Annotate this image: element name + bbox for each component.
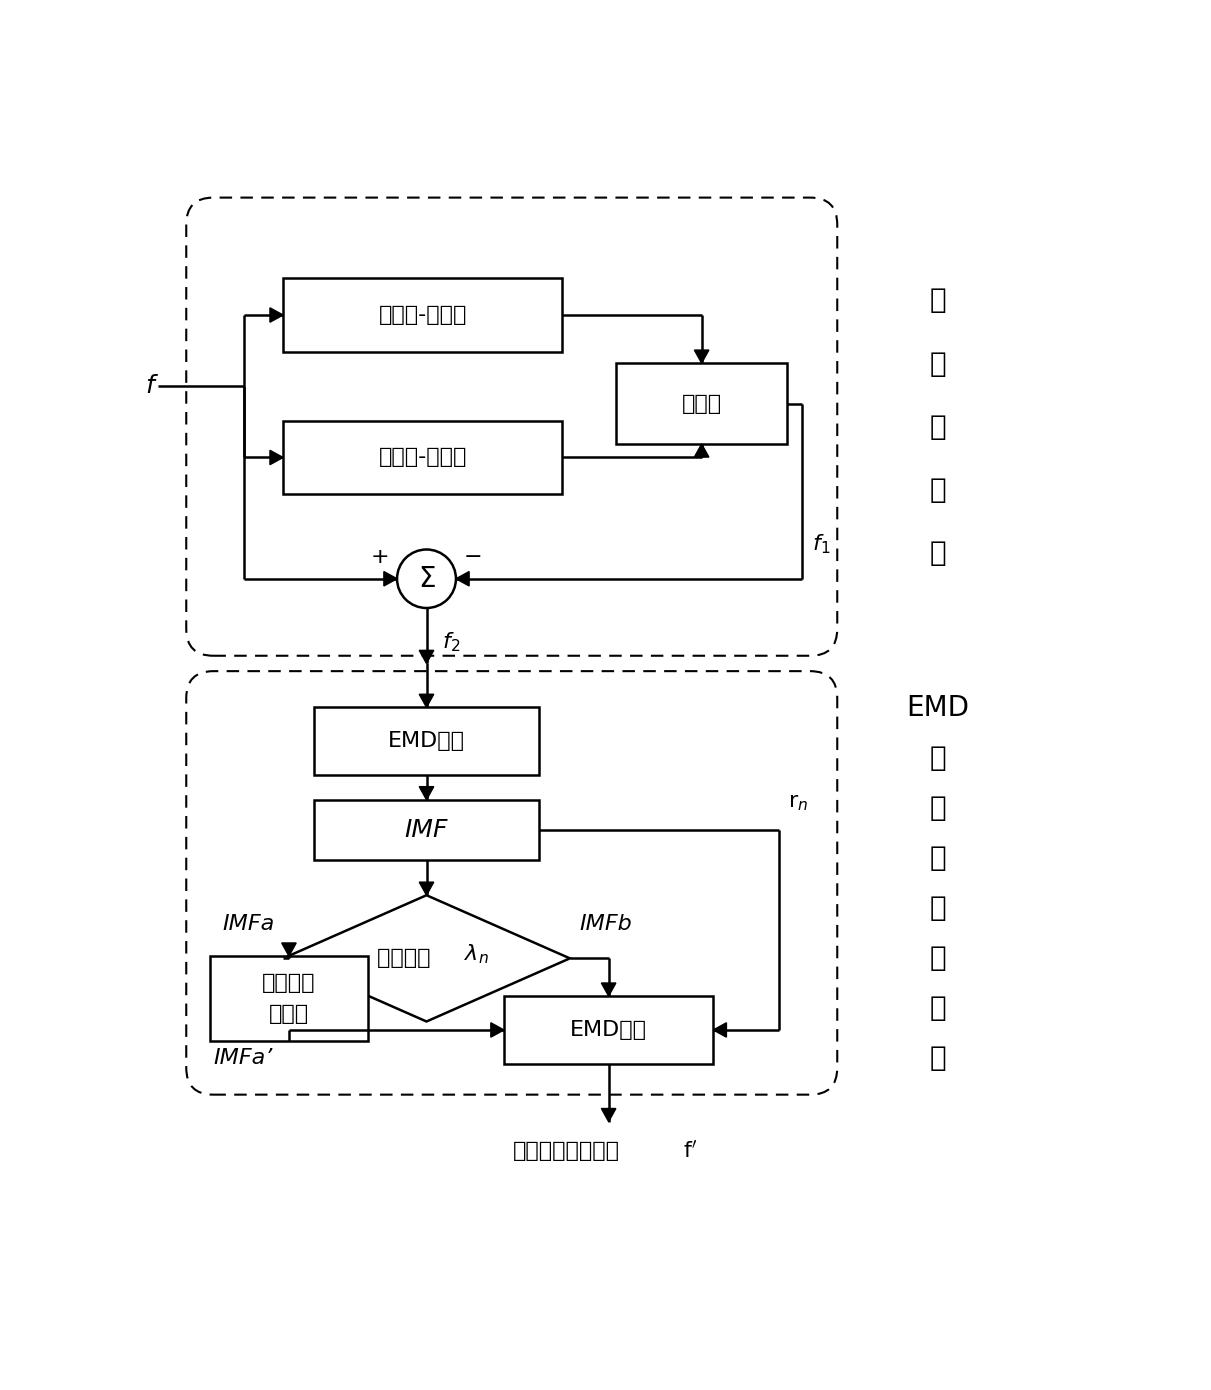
Bar [283, 421, 562, 493]
Polygon shape [602, 1108, 616, 1122]
Text: f$_{2}$: f$_{2}$ [442, 630, 460, 653]
Bar [504, 997, 713, 1063]
Text: IMFb: IMFb [579, 913, 632, 934]
Polygon shape [270, 450, 283, 464]
Text: 去噪后的心电信号: 去噪后的心电信号 [512, 1141, 620, 1161]
Bar [314, 799, 539, 860]
Text: 小: 小 [930, 794, 946, 821]
Text: 学: 学 [930, 413, 946, 441]
Text: 值去噪: 值去噪 [269, 1004, 309, 1024]
Bar [616, 363, 787, 443]
Polygon shape [419, 694, 434, 708]
Polygon shape [384, 571, 397, 587]
Text: Σ: Σ [418, 564, 435, 592]
Text: 波: 波 [930, 539, 946, 567]
Text: 值: 值 [930, 944, 946, 972]
Polygon shape [419, 651, 434, 663]
Polygon shape [270, 307, 283, 322]
Text: 求平均: 求平均 [682, 393, 722, 414]
Text: 噪: 噪 [930, 1044, 946, 1072]
Polygon shape [602, 983, 616, 997]
Polygon shape [457, 571, 469, 587]
Text: 形态开-闭运算: 形态开-闭运算 [379, 304, 466, 325]
Polygon shape [419, 883, 434, 895]
Text: f$_{1}$: f$_{1}$ [811, 532, 830, 556]
Text: IMF: IMF [404, 817, 448, 842]
Text: r$_{n}$: r$_{n}$ [788, 792, 809, 813]
Circle shape [397, 549, 457, 607]
Polygon shape [694, 350, 708, 363]
Text: 滤: 滤 [930, 475, 946, 503]
Text: IMFa’: IMFa’ [213, 1048, 272, 1068]
Text: $\lambda_{n}$: $\lambda_{n}$ [464, 942, 489, 966]
Bar [314, 708, 539, 776]
Text: f: f [145, 374, 154, 399]
Text: 阈: 阈 [930, 894, 946, 922]
Text: 去: 去 [930, 994, 946, 1022]
Bar [283, 278, 562, 352]
Text: −: − [464, 548, 482, 567]
Text: EMD分解: EMD分解 [388, 731, 465, 751]
Bar [210, 956, 368, 1041]
Polygon shape [282, 942, 297, 956]
Text: 形态闭-开运算: 形态闭-开运算 [379, 448, 466, 467]
Text: f$^{\prime}$: f$^{\prime}$ [683, 1140, 698, 1162]
Text: 类小波阈: 类小波阈 [263, 973, 316, 992]
Polygon shape [694, 443, 708, 457]
Polygon shape [490, 1023, 504, 1037]
Text: IMFa: IMFa [222, 913, 275, 934]
Text: +: + [371, 548, 389, 567]
Text: 波: 波 [930, 844, 946, 872]
Polygon shape [419, 787, 434, 799]
Polygon shape [283, 895, 570, 1022]
Text: 态: 态 [930, 349, 946, 378]
Text: 评估系数: 评估系数 [377, 948, 437, 969]
Text: EMD: EMD [907, 694, 970, 721]
Text: 类: 类 [930, 744, 946, 771]
Polygon shape [713, 1023, 727, 1037]
Text: EMD重构: EMD重构 [570, 1020, 647, 1040]
Text: 形: 形 [930, 286, 946, 314]
